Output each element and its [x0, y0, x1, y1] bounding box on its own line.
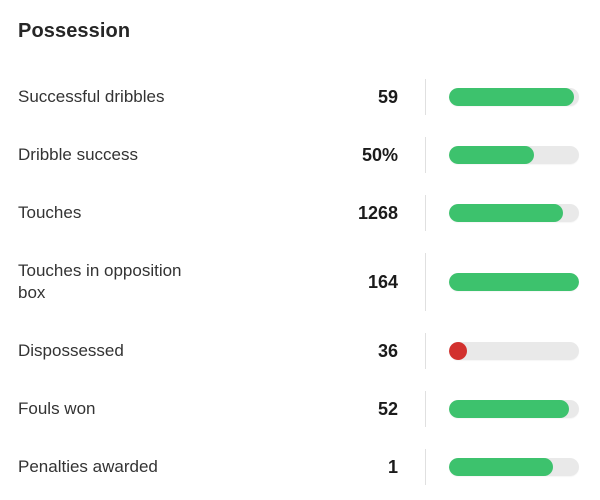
panel-title: Possession — [18, 20, 131, 42]
stat-value: 164 — [367, 272, 398, 292]
stat-bar-track — [449, 342, 579, 360]
stat-bar-cell — [425, 79, 579, 115]
stat-label: Dispossessed — [18, 341, 124, 360]
stat-row: Dispossessed 36 — [18, 322, 579, 380]
stat-value: 36 — [377, 341, 398, 361]
stat-label: Touches — [18, 203, 82, 222]
stat-bar-fill — [449, 88, 574, 106]
stat-label: Penalties awarded — [18, 457, 158, 476]
stat-bar-fill — [449, 400, 569, 418]
stat-bar-cell — [425, 253, 579, 311]
stat-bar-track — [449, 146, 579, 164]
stat-value: 50% — [361, 145, 398, 165]
stat-row: Touches 1268 — [18, 184, 579, 242]
stat-row: Touches in opposition box 164 — [18, 242, 579, 322]
stat-row: Dribble success 50% — [18, 126, 579, 184]
stat-label: Successful dribbles — [18, 87, 165, 106]
stat-bar-track — [449, 204, 579, 222]
stat-row: Fouls won 52 — [18, 380, 579, 438]
stat-label: Dribble success — [18, 145, 138, 164]
stat-bar-track — [449, 88, 579, 106]
stat-bar-fill — [449, 146, 534, 164]
stat-bar-cell — [425, 137, 579, 173]
stats-list: Successful dribbles 59 Dribble success 5… — [18, 68, 579, 496]
stat-bar-cell — [425, 195, 579, 231]
stat-bar-track — [449, 400, 579, 418]
stat-bar-track — [449, 273, 579, 291]
stat-bar-cell — [425, 333, 579, 369]
stat-value: 59 — [377, 87, 398, 107]
stat-bar-fill — [449, 342, 468, 360]
stat-bar-fill — [449, 458, 553, 476]
stat-label: Fouls won — [18, 399, 96, 418]
stat-row: Successful dribbles 59 — [18, 68, 579, 126]
stat-bar-cell — [425, 449, 579, 485]
stat-bar-track — [449, 458, 579, 476]
stat-bar-fill — [449, 273, 579, 291]
stat-bar-fill — [449, 204, 564, 222]
stat-label: Touches in opposition box — [18, 261, 182, 302]
stat-value: 1268 — [357, 203, 398, 223]
stat-value: 52 — [377, 399, 398, 419]
stat-row: Penalties awarded 1 — [18, 438, 579, 496]
stat-bar-cell — [425, 391, 579, 427]
stat-value: 1 — [387, 457, 398, 477]
